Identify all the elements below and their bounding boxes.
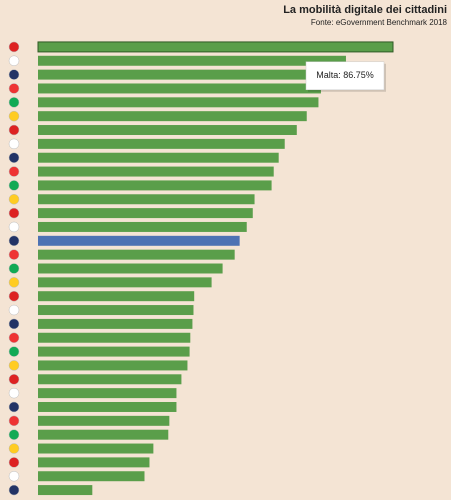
flag-icon xyxy=(8,277,20,288)
bar xyxy=(38,443,154,454)
flag-icon xyxy=(8,346,20,357)
flag-icon xyxy=(8,470,20,482)
flag-icon xyxy=(8,166,20,177)
flag-icon xyxy=(8,443,20,454)
bar xyxy=(38,235,240,246)
bar xyxy=(38,180,272,191)
flag-icon xyxy=(8,55,20,67)
tooltip-box xyxy=(305,61,385,91)
bar xyxy=(38,291,195,302)
flag-icon xyxy=(8,83,20,94)
flag-icon xyxy=(8,429,20,440)
bar xyxy=(38,401,177,412)
flag-icon xyxy=(8,318,20,330)
flag-icon xyxy=(8,401,20,413)
bar xyxy=(38,138,285,149)
flag-icon xyxy=(8,374,20,385)
bar xyxy=(38,208,253,219)
bar xyxy=(38,125,297,136)
flag-icon xyxy=(8,387,20,399)
tooltip-text: Malta: 86.75% xyxy=(316,70,374,80)
bar xyxy=(38,346,190,357)
bar xyxy=(38,305,194,316)
flag-icon xyxy=(8,263,20,274)
bar xyxy=(38,332,191,343)
flag-icon xyxy=(8,180,20,191)
bar xyxy=(38,388,177,399)
bar xyxy=(38,221,247,232)
bar xyxy=(38,360,188,371)
flag-icon xyxy=(8,249,20,260)
flag-icon xyxy=(8,207,20,219)
bar xyxy=(38,471,145,482)
bar xyxy=(38,166,274,177)
bar xyxy=(38,55,346,66)
flag-icon xyxy=(8,484,20,496)
flag-icon xyxy=(8,41,20,53)
bar xyxy=(38,69,319,80)
bar xyxy=(38,194,255,205)
bar xyxy=(38,318,193,329)
flag-icon xyxy=(8,415,20,427)
bar xyxy=(38,374,182,385)
bar xyxy=(38,111,307,122)
flag-icon xyxy=(8,221,20,233)
chart-subtitle: Fonte: eGovernment Benchmark 2018 xyxy=(311,18,448,27)
bar xyxy=(37,41,394,53)
flag-icon xyxy=(8,457,20,468)
flag-icon xyxy=(8,110,20,122)
flag-icon xyxy=(8,360,20,371)
bar xyxy=(38,97,319,108)
flag-icon xyxy=(8,194,20,205)
bar xyxy=(38,485,93,496)
bar xyxy=(38,263,223,274)
flag-icon xyxy=(8,235,20,247)
flag-icon xyxy=(8,97,20,108)
flag-icon xyxy=(8,304,20,316)
bar xyxy=(38,457,150,468)
bar xyxy=(38,415,170,426)
bar xyxy=(38,277,212,288)
flag-icon xyxy=(8,152,20,163)
flag-icon xyxy=(8,124,20,136)
flag-icon xyxy=(8,69,20,80)
bar xyxy=(38,152,279,163)
flag-icon xyxy=(8,332,20,343)
chart-title: La mobilità digitale dei cittadini xyxy=(283,4,447,16)
bar xyxy=(38,429,169,440)
flag-icon xyxy=(8,290,20,302)
flag-icon xyxy=(8,138,20,150)
bar xyxy=(38,83,321,94)
bar xyxy=(38,249,235,260)
